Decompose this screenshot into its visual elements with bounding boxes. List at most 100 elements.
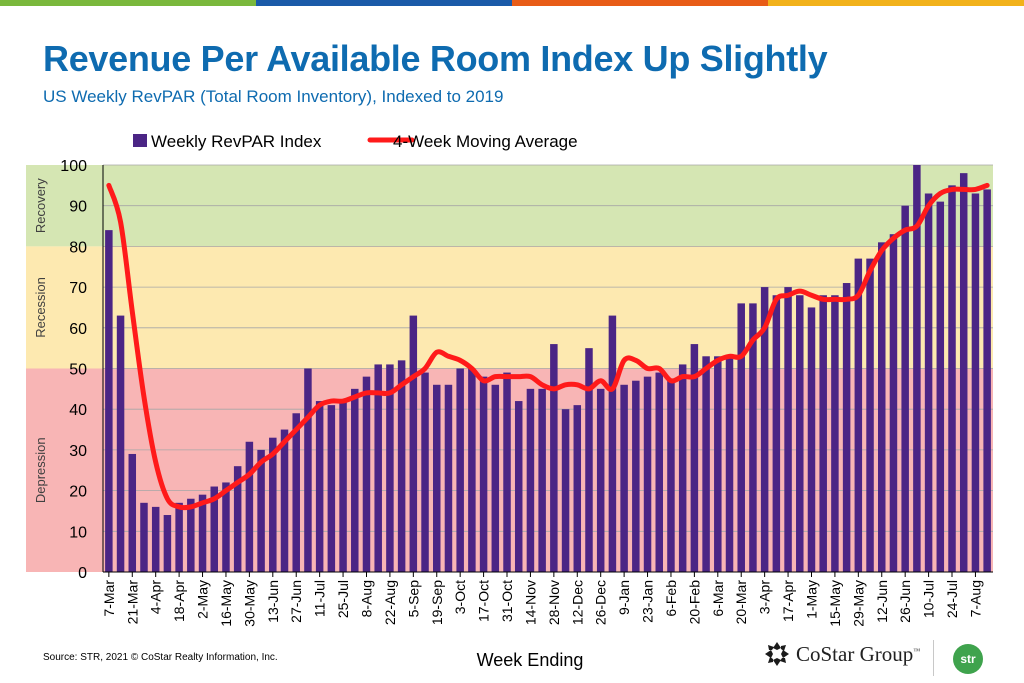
- top-bar-blue: [256, 0, 512, 6]
- bar: [187, 498, 195, 572]
- bar: [655, 372, 663, 572]
- bar: [807, 307, 816, 572]
- logo-divider: [933, 640, 934, 676]
- bar: [362, 376, 371, 572]
- bar: [573, 405, 582, 572]
- x-tick-label: 21-Mar: [124, 580, 140, 625]
- source-note: Source: STR, 2021 © CoStar Realty Inform…: [43, 652, 278, 663]
- x-tick-label: 7-Aug: [967, 580, 983, 617]
- trademark-mark: ™: [913, 646, 921, 655]
- bar: [315, 401, 324, 572]
- y-tick-label: 70: [69, 280, 87, 297]
- bar: [339, 401, 347, 572]
- y-tick-label: 100: [60, 158, 87, 175]
- bar: [116, 315, 125, 572]
- x-tick-label: 16-May: [218, 580, 234, 627]
- x-tick-label: 20-Mar: [733, 580, 749, 625]
- x-tick-label: 15-May: [827, 580, 843, 627]
- bar: [210, 486, 218, 572]
- y-tick-label: 50: [69, 362, 87, 379]
- bar: [561, 409, 570, 572]
- bar: [105, 230, 113, 572]
- x-tick-label: 17-Apr: [780, 580, 796, 622]
- x-tick-label: 26-Dec: [593, 580, 609, 625]
- bar: [959, 173, 968, 572]
- bar: [913, 165, 921, 572]
- x-tick-label: 19-Sep: [429, 580, 445, 625]
- top-color-bar: [0, 0, 1024, 6]
- bar: [292, 413, 300, 572]
- x-tick-label: 25-Jul: [335, 580, 351, 618]
- bar: [889, 234, 898, 572]
- bar: [257, 449, 265, 572]
- x-tick-label: 11-Jul: [312, 580, 328, 617]
- bar: [725, 356, 734, 572]
- x-tick-label: 1-May: [803, 580, 819, 619]
- bar: [409, 315, 418, 572]
- bar: [596, 388, 605, 572]
- zone-label-depression: Depression: [33, 437, 48, 503]
- x-tick-label: 26-Jun: [897, 580, 913, 623]
- str-badge: str: [953, 644, 983, 674]
- top-bar-orange: [512, 0, 768, 6]
- costar-logo: CoStar Group™: [764, 641, 920, 667]
- bar: [678, 364, 687, 572]
- bar: [526, 388, 535, 572]
- bar: [280, 429, 289, 572]
- x-tick-label: 20-Feb: [686, 580, 702, 625]
- x-tick-label: 18-Apr: [171, 580, 187, 622]
- bar: [983, 189, 991, 573]
- bar: [643, 376, 652, 572]
- bar: [269, 437, 277, 572]
- bar: [749, 303, 757, 572]
- legend-bar-swatch: [133, 134, 147, 147]
- bar: [433, 384, 441, 572]
- bar: [304, 368, 312, 572]
- page-title: Revenue Per Available Room Index Up Slig…: [43, 38, 828, 79]
- bar: [468, 368, 476, 572]
- y-tick-label: 30: [69, 443, 87, 460]
- y-tick-label: 20: [69, 484, 87, 501]
- x-tick-label: 7-Mar: [101, 580, 117, 617]
- x-tick-label: 10-Jul: [921, 580, 937, 618]
- top-bar-yellow: [768, 0, 1024, 6]
- x-tick-label: 27-Jun: [288, 580, 304, 623]
- bar: [491, 384, 500, 572]
- x-tick-label: 29-May: [850, 580, 866, 627]
- y-tick-label: 40: [69, 402, 87, 419]
- bar: [327, 405, 336, 572]
- x-tick-label: 2-May: [195, 580, 211, 619]
- bar: [374, 364, 382, 572]
- y-tick-label: 60: [69, 321, 87, 338]
- bar: [831, 295, 839, 572]
- y-tick-label: 80: [69, 239, 87, 256]
- bar: [351, 388, 359, 572]
- bar: [971, 193, 980, 573]
- bar: [878, 242, 886, 572]
- x-tick-label: 14-Nov: [522, 580, 538, 625]
- x-tick-label: 5-Sep: [405, 580, 421, 618]
- bar: [667, 380, 675, 572]
- y-tick-label: 90: [69, 199, 87, 216]
- bar: [198, 494, 207, 572]
- bar: [444, 384, 453, 572]
- bar: [737, 303, 745, 572]
- bar: [632, 380, 640, 572]
- bar: [924, 193, 933, 573]
- x-tick-label: 9-Jan: [616, 580, 632, 615]
- bar: [819, 295, 827, 572]
- bar: [760, 287, 769, 572]
- zone-label-recession: Recession: [33, 277, 48, 338]
- x-tick-label: 13-Jun: [265, 580, 281, 623]
- page-subtitle: US Weekly RevPAR (Total Room Inventory),…: [43, 87, 504, 106]
- x-tick-label: 31-Oct: [499, 580, 515, 622]
- y-tick-label: 10: [69, 524, 87, 541]
- x-tick-label: 4-Apr: [148, 580, 164, 615]
- bar: [585, 348, 593, 572]
- x-tick-label: 22-Aug: [382, 580, 398, 625]
- bar: [140, 502, 148, 572]
- bar: [620, 384, 628, 572]
- zone-label-recovery: Recovery: [33, 178, 48, 233]
- bar: [796, 295, 804, 572]
